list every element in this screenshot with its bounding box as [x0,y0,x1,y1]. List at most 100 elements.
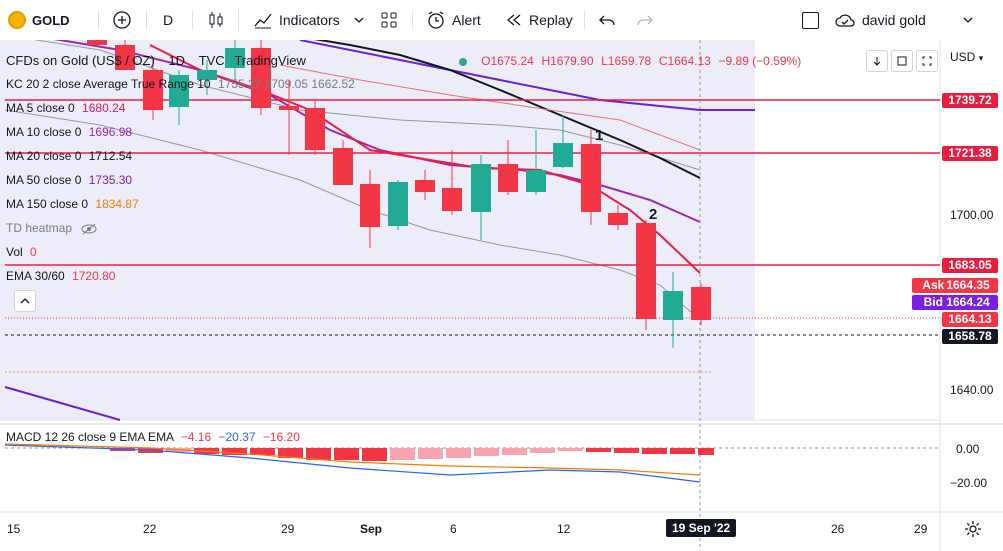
ohlc-low: L1659.78 [601,54,652,68]
user-dropdown[interactable] [962,0,974,40]
annotation-2: 2 [649,206,657,223]
price-tag-1739: 1739.72 [942,93,998,108]
bid-value: 1664.24 [946,295,990,309]
chart-legend-main: CFDs on Gold (US$ / OZ) 1D TVC TradingVi… [6,53,801,68]
x-label-29: 29 [281,522,295,536]
ma20-label: MA 20 close 0 [6,149,82,163]
x-label-15: 15 [7,522,21,536]
price-tag-value: 1683.05 [948,258,992,272]
undo-button[interactable] [598,0,616,40]
keltner-lower [4,109,701,321]
gold-coin-icon [8,11,26,29]
chart-type-button[interactable] [206,0,226,40]
templates-button[interactable] [380,0,398,40]
y-label-1640: 1640.00 [950,383,994,397]
ma5-value: 1680.24 [82,101,126,115]
layout-checkbox[interactable] [802,0,819,40]
alarm-clock-icon [428,11,444,29]
x-current-date: 19 Sep '22 [666,519,737,537]
status-dot-icon [459,57,468,66]
ma50-line [279,64,701,151]
legend-ma10: MA 10 close 0 1696.98 [6,125,132,139]
price-tag-1721: 1721.38 [942,146,998,161]
channel-lower [4,386,121,421]
ask-label: Ask [922,278,945,292]
price-tag-1683: 1683.05 [942,258,998,273]
candles [87,40,711,348]
add-circle-icon [113,11,131,29]
x-label-29-oct: 29 [914,522,928,536]
legend-ma150: MA 150 close 0 1834.87 [6,197,139,211]
currency-selector[interactable]: USD ▾ [950,50,983,64]
top-toolbar: GOLD D Indicators Alert Replay davi [0,0,1003,41]
legend-ma50: MA 50 close 0 1735.30 [6,173,132,187]
vol-value: 0 [30,245,37,259]
legend-ma20: MA 20 close 0 1712.54 [6,149,132,163]
kc-values: 1755.27 1709.05 1662.52 [217,77,355,91]
fullscreen-button[interactable] [916,50,938,72]
ema-label: EMA 30/60 [6,269,65,283]
price-tag-value: 1739.72 [948,93,992,107]
compare-button[interactable] [112,0,132,40]
bid-label: Bid [923,295,943,309]
interval-button[interactable]: D [163,0,173,40]
chevron-down-icon [963,17,973,23]
ma10-value: 1696.98 [88,125,133,139]
undo-icon [599,15,615,26]
ma5-label: MA 5 close 0 [6,101,75,115]
caret-down-icon: ▾ [978,53,984,63]
gear-icon [965,521,981,537]
chart-source: TVC [198,53,225,68]
price-tag-value: 1658.78 [948,329,992,343]
macd-label: MACD 12 26 close 9 EMA EMA [6,430,174,444]
vol-label: Vol [6,245,23,259]
currency-label: USD [950,50,976,64]
ema-value: 1720.80 [72,269,116,283]
ohlc-change: −9.89 (−0.59%) [718,54,802,68]
replay-label: Replay [529,12,573,28]
macd-y-label-20: −20.00 [950,476,988,490]
price-chart-canvas[interactable]: 1 2 [0,40,1003,551]
legend-td: TD heatmap [6,221,97,235]
indicators-dropdown[interactable] [353,0,365,40]
price-tag-value: 1721.38 [948,146,992,160]
symbol-label: GOLD [32,12,70,28]
ohlc-close: C1664.13 [658,54,711,68]
redo-button[interactable] [636,0,654,40]
macd-signal-line [4,443,701,476]
chart-area[interactable]: 1 2 [0,40,1003,551]
fullscreen-icon [922,56,932,66]
symbol-button[interactable]: GOLD [8,0,70,40]
ma20-value: 1712.54 [88,149,133,163]
ohlc-open: O1675.24 [481,54,534,68]
chart-interval: 1D [168,53,186,68]
legend-kc: KC 20 2 close Average True Range 10 1755… [6,77,355,91]
ma150-value: 1834.87 [95,197,139,211]
macd-y-label-0: 0.00 [956,442,980,456]
chart-publisher: TradingView [234,53,306,68]
scroll-down-button[interactable] [866,50,888,72]
pane-maximize-button[interactable] [891,50,913,72]
replay-button[interactable]: Replay [505,0,573,40]
collapse-legend-button[interactable] [14,290,36,312]
save-layout-button[interactable]: david gold [834,0,926,40]
alert-label: Alert [452,12,481,28]
eye-off-icon[interactable] [81,223,97,235]
symbol-title: CFDs on Gold (US$ / OZ) [6,53,155,68]
interval-label: D [163,12,174,28]
cloud-check-icon [835,14,855,27]
macd-hist-value: −16.20 [262,430,300,444]
x-label-6: 6 [450,522,457,536]
y-label-1700: 1700.00 [950,208,994,222]
chart-settings-button[interactable] [964,520,982,541]
legend-ema: EMA 30/60 1720.80 [6,269,115,283]
alert-button[interactable]: Alert [426,0,481,40]
chevron-down-icon [354,17,364,23]
ohlc-high: H1679.90 [541,54,594,68]
price-tag-value: 1664.13 [948,312,992,326]
legend-ma5: MA 5 close 0 1680.24 [6,101,125,115]
indicators-button[interactable]: Indicators [253,0,340,40]
chevron-up-icon [20,298,30,304]
user-name-label: david gold [862,12,926,28]
square-icon [802,11,819,29]
